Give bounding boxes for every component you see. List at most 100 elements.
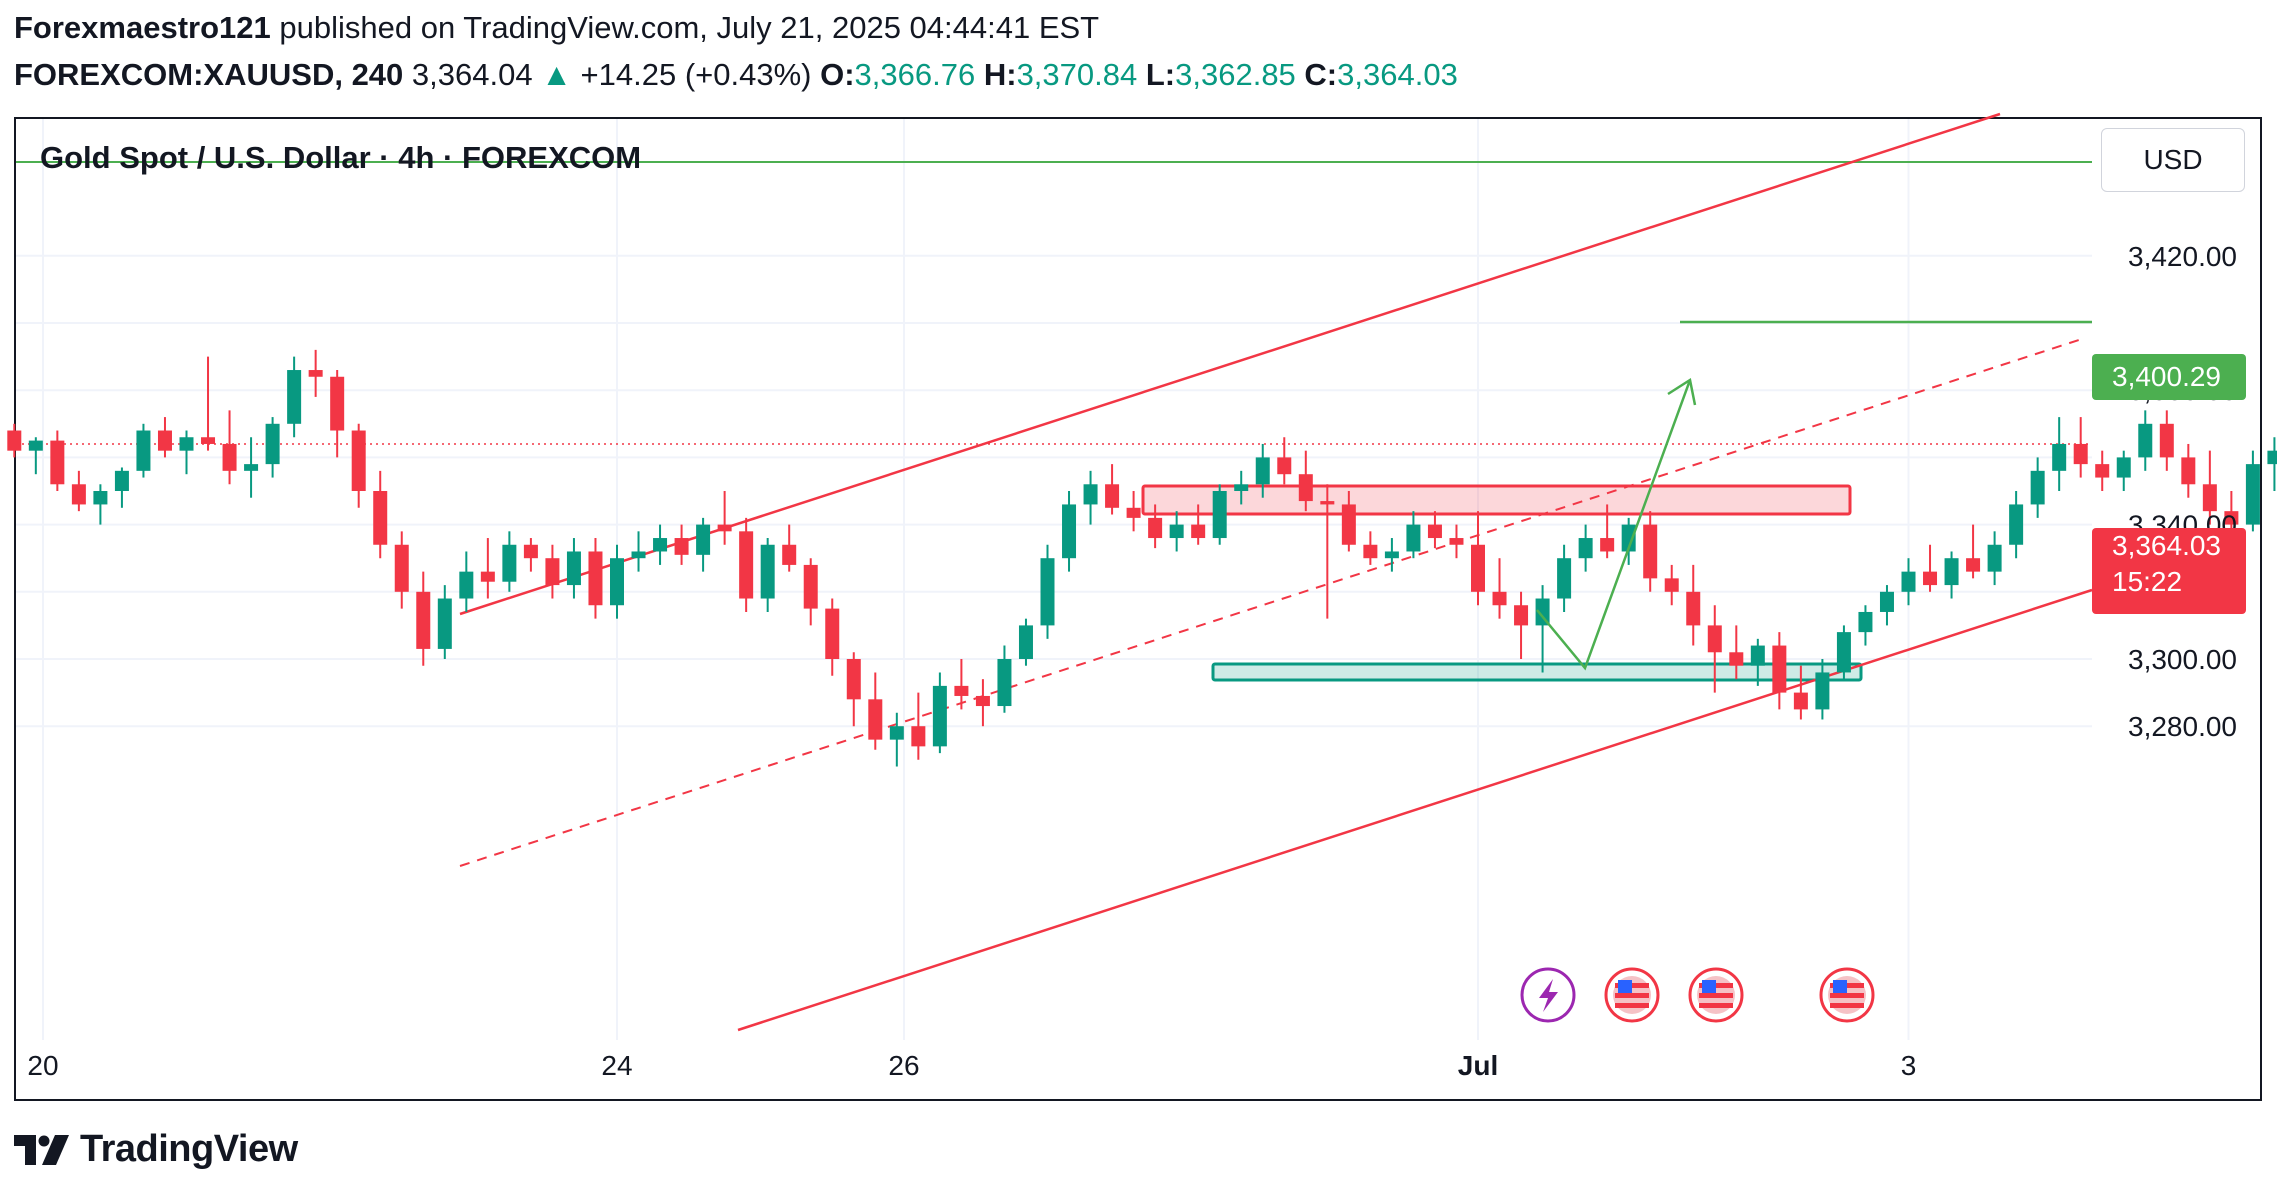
open-value: 3,366.76 (854, 57, 976, 92)
candle-up (136, 430, 151, 471)
candle-down (782, 544, 797, 565)
candle-down (2095, 464, 2110, 478)
candle-down (545, 558, 560, 586)
symbol-label: FOREXCOM:XAUUSD, 240 (14, 57, 404, 92)
candle-up (1836, 632, 1851, 673)
projection-arrowhead (1667, 377, 1697, 406)
candle-up (1944, 558, 1959, 586)
candle-up (1255, 457, 1270, 485)
candle-down (50, 440, 65, 485)
candle-down (1514, 605, 1529, 626)
target-price-tag: 3,400.29 (2092, 354, 2246, 400)
x-tick-label: Jul (1458, 1050, 1498, 1081)
candle-down (1707, 625, 1722, 653)
y-tick-label: 3,420.00 (2128, 241, 2237, 272)
tradingview-logo[interactable]: TradingView (14, 1128, 298, 1171)
x-tick-label: 20 (27, 1050, 58, 1081)
low-value: 3,362.85 (1175, 57, 1296, 92)
x-tick-label: 3 (1901, 1050, 1917, 1081)
candle-down (394, 544, 409, 592)
us-flag-event-icon[interactable] (1688, 967, 1744, 1023)
candle-down (351, 430, 366, 491)
candle-up (1406, 524, 1421, 552)
current-price-value: 3,364.03 (2112, 530, 2221, 561)
brand-name: TradingView (80, 1128, 298, 1170)
candle-down (954, 685, 969, 696)
candle-down (1191, 524, 1206, 539)
candle-down (717, 524, 732, 532)
candle-down (1729, 652, 1744, 666)
y-tick-label: 3,280.00 (2128, 711, 2237, 742)
current-price-tag: 3,364.03 15:22 (2092, 528, 2246, 614)
candle-up (1815, 672, 1830, 710)
candle-down (1966, 558, 1981, 572)
candle-down (7, 430, 22, 451)
candle-down (1600, 538, 1615, 552)
candle-down (1643, 524, 1658, 579)
candle-up (1987, 544, 2002, 572)
candle-down (1449, 538, 1464, 545)
candle-down (480, 571, 495, 582)
candle-up (1040, 558, 1055, 626)
tradingview-logo-icon (14, 1134, 69, 1165)
candle-down (1341, 504, 1356, 545)
candle-down (1471, 544, 1485, 592)
candle-down (739, 531, 754, 599)
candle-up (459, 571, 474, 599)
us-flag-event-icon[interactable] (1604, 967, 1660, 1023)
candle-up (2030, 470, 2045, 505)
candle-up (889, 726, 904, 740)
candle-up (244, 464, 259, 471)
candle-up (1169, 524, 1184, 539)
candle-down (2202, 484, 2217, 512)
candle-up (1083, 484, 1098, 505)
projection-path (1536, 379, 1692, 671)
lightning-event-icon[interactable] (1520, 967, 1576, 1023)
candle-down (373, 491, 388, 545)
author-name[interactable]: Forexmaestro121 (14, 10, 271, 45)
candle-up (1858, 611, 1873, 633)
currency-button[interactable]: USD (2101, 128, 2245, 192)
candle-down (416, 591, 431, 649)
candle-down (2159, 423, 2174, 458)
ohlc-bar: FOREXCOM:XAUUSD, 240 3,364.04 ▲ +14.25 (… (14, 57, 1458, 93)
candle-up (2138, 423, 2153, 458)
candle-up (1018, 625, 1033, 659)
candle-up (265, 423, 280, 465)
candle-down (1664, 578, 1679, 592)
publish-text: published on TradingView.com, July 21, 2… (279, 10, 1100, 45)
candle-down (1298, 474, 1313, 502)
close-label: C: (1304, 57, 1338, 92)
candle-up (2052, 443, 2067, 471)
candle-up (28, 440, 43, 451)
candle-down (2181, 457, 2196, 485)
low-label: L: (1145, 57, 1176, 92)
chart-title: Gold Spot / U.S. Dollar · 4h · FOREXCOM (40, 140, 642, 175)
last-price: 3,364.04 (411, 57, 533, 92)
candle-down (157, 430, 172, 451)
us-flag-event-icon[interactable] (1819, 967, 1875, 1023)
candle-up (1535, 598, 1550, 626)
candle-down (803, 564, 818, 609)
chart-frame (14, 117, 2262, 1101)
open-label: O: (820, 57, 855, 92)
channel-upper-line (459, 112, 2001, 616)
channel-mid-line (459, 337, 2086, 867)
candle-down (1492, 591, 1507, 606)
candle-down (868, 699, 883, 740)
candle-up (93, 491, 108, 505)
candle-down (846, 659, 861, 700)
y-tick-label: 3,300.00 (2128, 644, 2237, 675)
candle-up (1578, 538, 1593, 559)
support-zone (1211, 662, 1863, 682)
candle-down (201, 437, 216, 444)
candle-down (1427, 524, 1442, 539)
candle-up (1234, 484, 1249, 491)
candle-up (1384, 551, 1399, 559)
candle-down (1126, 507, 1141, 518)
candle-down (1320, 501, 1335, 505)
resistance-zone (1141, 484, 1852, 516)
candle-down (1363, 544, 1378, 559)
publish-info: Forexmaestro121 published on TradingView… (14, 10, 1099, 46)
